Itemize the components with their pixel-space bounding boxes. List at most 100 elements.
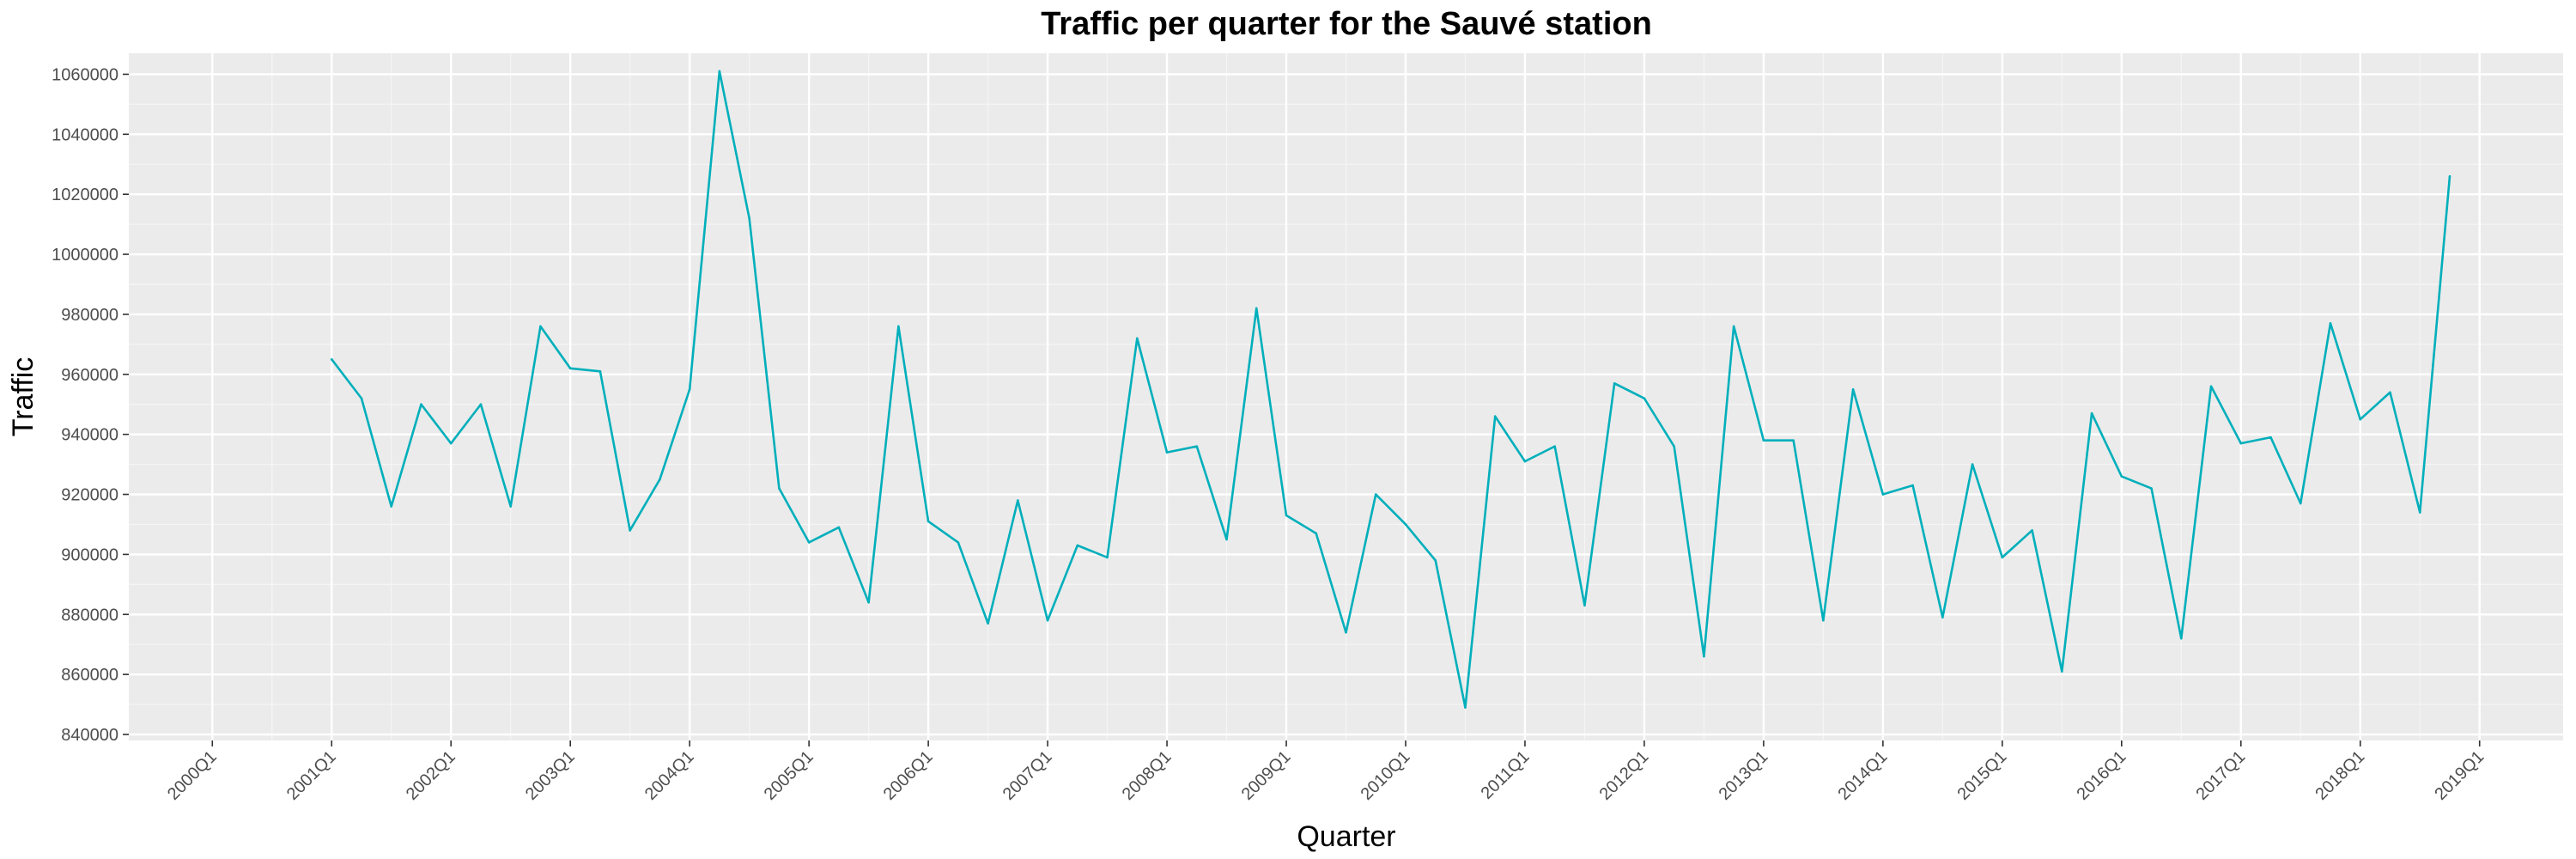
data-point [509,505,513,508]
data-point [2001,556,2004,559]
data-point [867,601,870,604]
data-point [659,478,661,481]
data-point [1195,445,1199,448]
data-point [1434,559,1437,562]
data-point [1911,484,1914,487]
data-point [837,526,841,529]
y-tick-label: 860000 [61,666,118,685]
data-point [1106,556,1109,559]
y-tick-label: 960000 [61,366,118,385]
data-point [957,541,960,544]
data-point [1136,337,1139,340]
y-tick-label: 1020000 [52,186,118,204]
y-tick-label: 1040000 [52,125,118,144]
x-tick-label: 2009Q1 [1238,747,1295,804]
data-point [807,541,811,544]
data-point [2150,487,2153,490]
data-point [927,520,930,523]
data-point [1255,307,1258,310]
data-point [1017,499,1019,502]
data-point [1165,451,1169,454]
x-tick-label: 2011Q1 [1478,747,1534,803]
data-point [1464,706,1467,709]
data-point [1822,618,1825,622]
data-point [1225,538,1228,541]
data-point [1673,445,1675,448]
data-point [1523,460,1527,463]
data-point [1613,381,1616,385]
data-point [330,358,333,361]
y-tick-label: 1000000 [52,246,118,265]
data-point [1762,439,1765,442]
data-point [987,622,989,625]
data-point [2090,411,2093,415]
x-tick-label: 2005Q1 [761,747,817,804]
y-tick-label: 920000 [61,486,118,505]
data-point [2418,511,2421,514]
y-tick-label: 900000 [61,545,118,564]
data-point [449,442,453,445]
data-point [1732,325,1735,328]
major-gridlines [129,53,2563,740]
data-point [2389,391,2391,394]
data-point [2120,475,2123,478]
data-point [1493,415,1497,418]
x-tick-label: 2018Q1 [2312,747,2368,804]
x-tick-label: 2007Q1 [999,747,1056,804]
data-point [1941,616,1944,619]
y-tick-label: 1060000 [52,65,118,84]
data-point [390,505,393,508]
data-point [2448,174,2451,178]
x-tick-label: 2014Q1 [1835,747,1892,804]
data-point [2359,417,2362,421]
data-point [1792,439,1795,442]
data-point [2329,322,2332,325]
data-point [1345,631,1347,634]
x-tick-label: 2010Q1 [1358,747,1414,804]
data-point [1315,532,1318,535]
data-point [1046,618,1049,622]
x-tick-label: 2004Q1 [641,747,698,804]
x-tick-label: 2013Q1 [1716,747,1772,804]
data-point [420,403,422,406]
data-point [688,387,691,391]
data-point [568,367,572,370]
x-tick-label: 2008Q1 [1119,747,1176,804]
data-point [1881,493,1885,496]
x-tick-label: 2019Q1 [2431,747,2488,804]
data-point [2061,670,2063,673]
data-point [2209,385,2213,388]
x-tick-label: 2012Q1 [1596,747,1653,804]
data-point [1404,523,1407,526]
minor-gridlines [129,53,2563,740]
data-point [1583,604,1586,607]
data-point [1553,445,1556,448]
x-tick-label: 2001Q1 [283,747,340,804]
y-tick-label: 940000 [61,426,118,445]
y-tick-label: 840000 [61,726,118,745]
data-point [1374,493,1377,496]
data-point [2179,637,2183,640]
data-point [629,529,631,532]
data-points [330,70,2451,709]
x-tick-label: 2003Q1 [522,747,579,804]
data-point [2299,502,2302,505]
data-point [2239,442,2243,445]
x-tick-label: 2016Q1 [2073,747,2129,804]
data-point [598,370,602,373]
data-point [2031,529,2033,532]
data-point [479,403,483,406]
y-tick-label: 880000 [61,606,118,624]
chart-title: Traffic per quarter for the Sauvé statio… [1041,6,1652,42]
data-point [1643,397,1646,400]
data-point [1076,544,1079,547]
data-point [1703,655,1705,658]
y-axis: 840000 860000 880000 900000 920000 940000 9600… [52,65,129,745]
data-point [897,325,900,328]
data-point [718,70,721,73]
data-point [2269,436,2272,439]
data-point [748,216,750,220]
x-axis-title: Quarter [1297,820,1395,853]
traffic-line [331,70,2451,709]
